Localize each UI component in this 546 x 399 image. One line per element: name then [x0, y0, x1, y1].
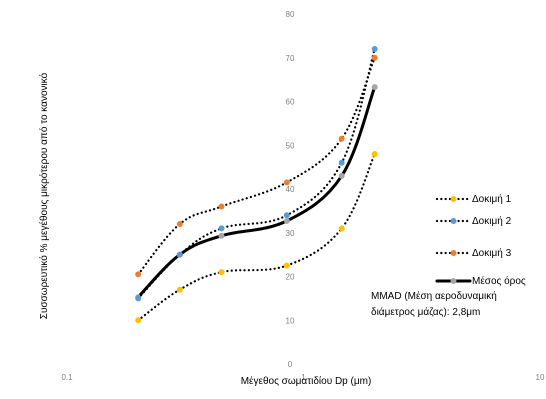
data-point [218, 232, 225, 239]
data-point [371, 46, 378, 52]
data-point [135, 317, 142, 324]
legend-item: Δοκιμή 1 [435, 193, 512, 205]
data-point [218, 203, 225, 210]
y-tick-label: 40 [286, 185, 295, 194]
series-3 [135, 54, 378, 278]
legend-item: Δοκιμή 3 [435, 247, 512, 259]
data-point [338, 159, 345, 166]
mmad-annotation-line-2: διάμετρος μάζας): 2,8μm [371, 306, 480, 318]
y-tick-label: 20 [286, 273, 295, 282]
y-tick-label: 0 [288, 360, 293, 369]
data-point [135, 295, 142, 302]
mmad-annotation-line-1: MMAD (Μέση αεροδυναμική [371, 290, 497, 302]
legend-label: Δοκιμή 1 [472, 193, 512, 205]
series-4 [135, 84, 378, 301]
data-point [338, 135, 345, 142]
series-line [137, 47, 376, 300]
series-layer [135, 46, 378, 324]
y-tick-label: 80 [286, 10, 295, 19]
data-point [371, 84, 378, 91]
y-axis-ticks: 0 10 20 30 40 50 60 70 80 [286, 10, 295, 369]
data-point [338, 172, 345, 179]
data-point [218, 269, 225, 276]
data-point [371, 54, 378, 61]
data-point [218, 225, 225, 232]
data-point [283, 179, 290, 186]
legend-swatch-marker [450, 218, 457, 224]
x-tick-label: 1 [301, 373, 306, 382]
series-line [136, 85, 377, 299]
data-point [283, 212, 290, 219]
legend-item: Δοκιμή 2 [435, 215, 512, 227]
y-tick-label: 30 [286, 229, 295, 238]
data-point [283, 262, 290, 269]
x-tick-label: 10 [536, 373, 545, 382]
legend-label: Δοκιμή 3 [472, 247, 512, 259]
legend-swatch-marker [450, 250, 457, 256]
y-tick-label: 60 [286, 98, 295, 107]
series-1 [135, 151, 378, 324]
legend-item: Μέσος όρος [435, 275, 526, 287]
data-point [176, 251, 183, 258]
data-point [176, 221, 183, 227]
y-axis-title: Συσσωρευτικό % μεγέθους μικρότερου από τ… [38, 72, 50, 319]
legend-label: Δοκιμή 2 [472, 215, 512, 227]
data-point [371, 151, 378, 157]
legend-swatch-marker [450, 278, 457, 284]
data-point [176, 286, 183, 293]
x-tick-label: 0.1 [61, 373, 73, 382]
y-tick-label: 50 [286, 141, 295, 150]
x-axis-ticks: 0.1 1 10 [61, 373, 545, 382]
data-point [135, 271, 142, 278]
legend-swatch-marker [450, 196, 457, 202]
y-tick-label: 70 [286, 54, 295, 63]
y-tick-label: 10 [286, 316, 295, 325]
data-point [283, 217, 290, 224]
legend: Δοκιμή 1 Δοκιμή 2 Δοκιμή 3 Μέσος όρος [435, 193, 526, 287]
data-point [338, 225, 345, 232]
series-line [137, 56, 376, 276]
series-2 [135, 46, 378, 302]
legend-label: Μέσος όρος [472, 275, 526, 287]
x-axis-title: Μέγεθος σωματιδίου Dp (μm) [241, 375, 372, 387]
